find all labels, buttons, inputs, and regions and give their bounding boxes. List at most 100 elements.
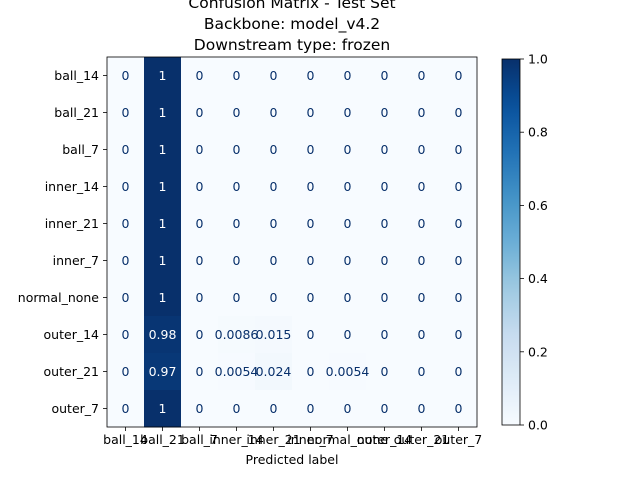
heatmap-cell	[440, 168, 478, 206]
heatmap-cell	[181, 94, 219, 132]
cell-value-label: 0	[381, 179, 389, 194]
heatmap-cell	[403, 242, 441, 280]
heatmap-cell	[144, 131, 182, 169]
heatmap-cell	[403, 205, 441, 243]
heatmap-cell	[218, 205, 256, 243]
heatmap-cell	[403, 279, 441, 317]
x-tick-label: ball_7	[181, 432, 218, 447]
cell-value-label: 0	[233, 142, 241, 157]
heatmap-cell	[218, 57, 256, 95]
heatmap-cell	[144, 316, 182, 354]
heatmap-cell	[440, 316, 478, 354]
heatmap-cell	[329, 131, 367, 169]
y-tick-label: outer_7	[51, 401, 99, 416]
cell-value-label: 0	[122, 290, 130, 305]
heatmap-cell	[107, 242, 145, 280]
cell-value-label: 0	[233, 401, 241, 416]
cell-value-label: 1	[159, 142, 167, 157]
heatmap-cell	[144, 242, 182, 280]
cell-value-label: 0	[270, 290, 278, 305]
chart-title-line: Downstream type: frozen	[194, 36, 390, 54]
heatmap-cell	[440, 205, 478, 243]
y-tick-label: normal_none	[18, 290, 100, 305]
cell-value-label: 0	[344, 68, 352, 83]
heatmap-cell	[255, 168, 293, 206]
y-tick-label: ball_7	[62, 142, 99, 157]
heatmap-cell	[218, 242, 256, 280]
cell-value-label: 0	[381, 364, 389, 379]
heatmap-cell	[329, 205, 367, 243]
cell-value-label: 0	[418, 364, 426, 379]
heatmap-cell	[107, 168, 145, 206]
heatmap-cell	[181, 168, 219, 206]
heatmap-cell	[292, 316, 330, 354]
cell-value-label: 0	[418, 253, 426, 268]
heatmap-cell	[107, 131, 145, 169]
heatmap-cell	[329, 57, 367, 95]
colorbar-tick-label: 0.2	[528, 344, 548, 359]
cell-value-label: 0	[344, 253, 352, 268]
heatmap-cell	[292, 242, 330, 280]
cell-value-label: 0	[455, 142, 463, 157]
cell-value-label: 0	[270, 401, 278, 416]
heatmap-cell	[366, 242, 404, 280]
cell-value-label: 1	[159, 401, 167, 416]
heatmap-cell	[366, 353, 404, 391]
heatmap-cell	[255, 131, 293, 169]
heatmap-cell	[292, 131, 330, 169]
cell-value-label: 0	[122, 401, 130, 416]
heatmap-cell	[181, 279, 219, 317]
chart-title-line: Confusion Matrix - Test Set	[188, 0, 395, 12]
cell-value-label: 0	[307, 290, 315, 305]
heatmap-cell	[144, 94, 182, 132]
x-tick-label: ball_21	[140, 432, 185, 447]
cell-value-label: 0	[455, 401, 463, 416]
heatmap-cell	[403, 131, 441, 169]
cell-value-label: 0	[196, 179, 204, 194]
cell-value-label: 1	[159, 290, 167, 305]
cell-value-label: 0	[307, 253, 315, 268]
cell-value-label: 0	[196, 401, 204, 416]
heatmap-cell	[292, 205, 330, 243]
cell-value-label: 0	[307, 68, 315, 83]
y-tick-label: inner_21	[45, 216, 99, 231]
y-tick-label: ball_21	[54, 105, 99, 120]
cell-value-label: 1	[159, 253, 167, 268]
colorbar-tick-label: 0.6	[528, 198, 548, 213]
colorbar-tick-label: 0.4	[528, 271, 548, 286]
heatmap-cell	[366, 390, 404, 428]
heatmap-cell	[218, 390, 256, 428]
cell-value-label: 0	[344, 179, 352, 194]
cell-value-label: 0	[270, 142, 278, 157]
heatmap-cell	[255, 316, 293, 354]
x-axis-label: Predicted label	[246, 452, 339, 467]
heatmap-cell	[144, 168, 182, 206]
cell-value-label: 0	[344, 401, 352, 416]
heatmap-cell	[329, 353, 367, 391]
cell-value-label: 0	[344, 216, 352, 231]
heatmap-cell	[107, 57, 145, 95]
cell-value-label: 0	[233, 105, 241, 120]
cell-value-label: 0	[196, 216, 204, 231]
cell-value-label: 0.97	[149, 364, 177, 379]
cell-value-label: 1	[159, 216, 167, 231]
cell-value-label: 0	[196, 253, 204, 268]
heatmap-cell	[329, 316, 367, 354]
cell-value-label: 0	[122, 105, 130, 120]
cell-value-label: 1	[159, 105, 167, 120]
cell-value-label: 0	[270, 68, 278, 83]
cell-value-label: 0	[270, 179, 278, 194]
cell-value-label: 0	[418, 142, 426, 157]
heatmap-cell	[329, 242, 367, 280]
heatmap-cell	[218, 131, 256, 169]
cell-value-label: 0	[307, 364, 315, 379]
heatmap-cell	[366, 131, 404, 169]
cell-value-label: 0	[344, 142, 352, 157]
cell-value-label: 0	[307, 401, 315, 416]
cell-value-label: 0.0054	[215, 364, 259, 379]
heatmap-cell	[440, 242, 478, 280]
heatmap-cell	[440, 131, 478, 169]
heatmap-cell	[218, 94, 256, 132]
cell-value-label: 0	[307, 142, 315, 157]
y-tick-label: inner_7	[53, 253, 99, 268]
